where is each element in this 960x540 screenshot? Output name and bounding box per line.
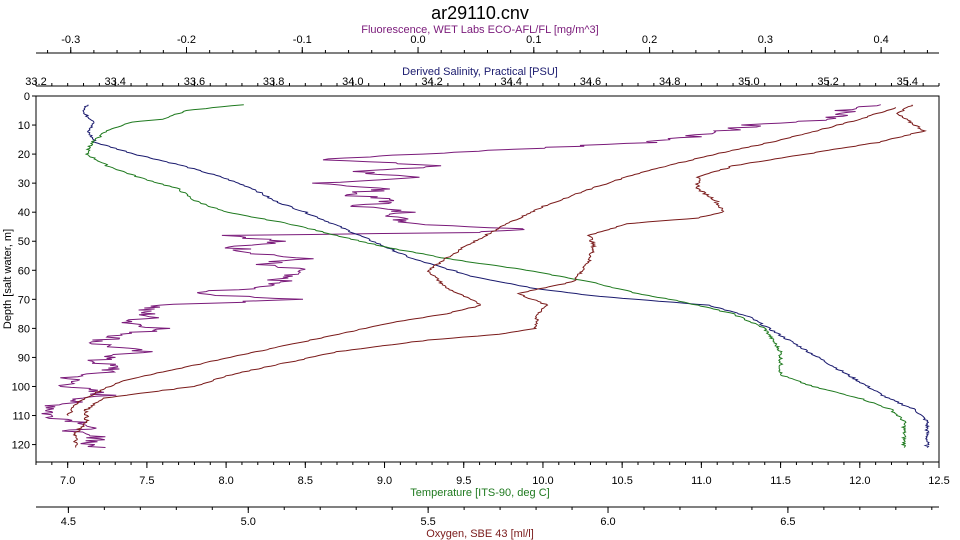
temperature-tick-label: 12.5 — [928, 475, 949, 487]
fluorescence-tick-label: 0.0 — [410, 34, 425, 46]
fluorescence-axis-label: Fluorescence, WET Labs ECO-AFL/FL [mg/m^… — [361, 24, 598, 36]
salinity-tick-label: 33.2 — [25, 76, 46, 88]
salinity-tick-label: 35.0 — [738, 76, 759, 88]
depth-tick-label: 90 — [18, 352, 30, 364]
depth-tick-label: 80 — [18, 323, 30, 335]
oxygen-profile-line — [72, 104, 927, 448]
temperature-tick-label: 8.0 — [218, 475, 233, 487]
salinity-tick-label: 34.6 — [580, 76, 601, 88]
depth-tick-label: 110 — [12, 411, 30, 423]
depth-tick-label: 100 — [12, 381, 30, 393]
fluorescence-tick-label: 0.2 — [642, 34, 657, 46]
oxygen-tick-label: 6.0 — [600, 516, 615, 528]
salinity-tick-label: 33.8 — [263, 76, 284, 88]
depth-tick-label: 20 — [18, 149, 30, 161]
oxygen_upcast-profile-line — [66, 107, 897, 416]
oxygen-tick-label: 6.5 — [780, 516, 795, 528]
depth-tick-label: 10 — [18, 120, 30, 132]
oxygen-tick-label: 4.5 — [61, 516, 76, 528]
temperature-tick-label: 11.5 — [770, 475, 791, 487]
fluorescence-tick-label: 0.3 — [758, 34, 773, 46]
oxygen-tick-label: 5.0 — [241, 516, 256, 528]
salinity-tick-label: 35.2 — [817, 76, 838, 88]
plot-area-frame — [35, 95, 940, 463]
fluorescence-tick-label: 0.4 — [873, 34, 888, 46]
salinity-tick-label: 33.6 — [184, 76, 205, 88]
temperature-axis-label: Temperature [ITS-90, deg C] — [410, 487, 549, 499]
temperature-tick-label: 9.0 — [377, 475, 392, 487]
depth-tick-label: 120 — [12, 440, 30, 452]
salinity-tick-label: 34.8 — [659, 76, 680, 88]
fluorescence-profile-line — [41, 104, 881, 448]
top-axes: -0.3 -0.2 -0.1 0.0 0.1 0.2 0.3 0.4 Fluorescence,… — [25, 24, 940, 88]
oxygen-tick-label: 5.5 — [420, 516, 435, 528]
temperature-tick-label: 9.5 — [456, 475, 471, 487]
salinity-profile-line — [82, 104, 930, 448]
temperature-tick-label: 10.5 — [611, 475, 632, 487]
temperature-tick-label: 10.0 — [532, 475, 553, 487]
salinity-tick-label: 34.0 — [342, 76, 363, 88]
series-layer — [41, 104, 930, 448]
salinity-tick-label: 34.2 — [421, 76, 442, 88]
temperature-tick-label: 11.0 — [691, 475, 712, 487]
depth-axis: 0 10 20 30 40 50 60 70 80 90 100 110 120 — [12, 91, 36, 452]
salinity-tick-label: 33.4 — [104, 76, 125, 88]
fluorescence-tick-label: -0.1 — [293, 34, 312, 46]
depth-axis-label: Depth [salt water, m] — [2, 229, 14, 329]
temperature-tick-label: 12.0 — [849, 475, 870, 487]
oxygen-axis-label: Oxygen, SBE 43 [ml/l] — [426, 528, 534, 540]
temperature-tick-label: 7.0 — [60, 475, 75, 487]
depth-tick-label: 30 — [18, 178, 30, 190]
depth-tick-label: 60 — [18, 265, 30, 277]
temperature-profile-line — [84, 104, 907, 448]
depth-tick-label: 0 — [24, 91, 30, 103]
fluorescence-tick-label: -0.2 — [177, 34, 196, 46]
depth-tick-label: 40 — [18, 207, 30, 219]
fluorescence-tick-label: -0.3 — [61, 34, 80, 46]
fluorescence-tick-label: 0.1 — [526, 34, 541, 46]
salinity-tick-label: 34.4 — [501, 76, 522, 88]
temperature-tick-label: 8.5 — [298, 475, 313, 487]
salinity-tick-label: 35.4 — [897, 76, 918, 88]
depth-tick-label: 50 — [18, 236, 30, 248]
depth-tick-label: 70 — [18, 294, 30, 306]
salinity-axis-label: Derived Salinity, Practical [PSU] — [402, 66, 558, 78]
chart-title: ar29110.cnv — [431, 3, 529, 23]
temperature-tick-label: 7.5 — [139, 475, 154, 487]
